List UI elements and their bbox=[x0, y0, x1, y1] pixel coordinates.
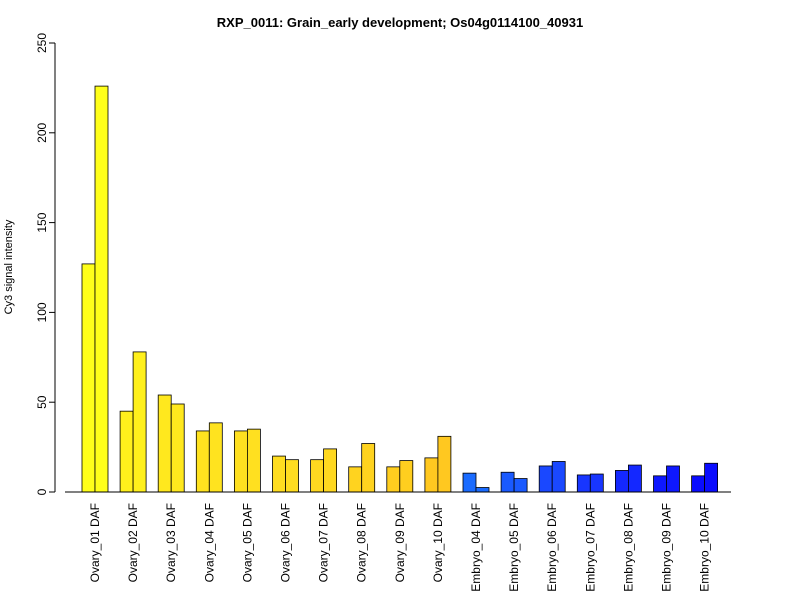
x-axis-labels: Ovary_01 DAF Ovary_02 DAF Ovary_03 DAF Ovar… bbox=[88, 503, 712, 592]
x-tick-label: Ovary_09 DAF bbox=[393, 503, 407, 582]
x-tick-label: Ovary_08 DAF bbox=[355, 503, 369, 582]
y-tick-label: 150 bbox=[35, 212, 49, 232]
bar bbox=[94, 85, 109, 493]
bar bbox=[462, 472, 477, 493]
x-tick-label: Ovary_04 DAF bbox=[202, 503, 216, 582]
bar bbox=[386, 466, 401, 493]
x-tick-label: Ovary_01 DAF bbox=[88, 503, 102, 582]
bar bbox=[666, 465, 680, 493]
bar bbox=[119, 410, 134, 493]
bar bbox=[348, 466, 363, 493]
bar bbox=[551, 461, 566, 493]
bar bbox=[691, 475, 705, 493]
y-tick-label: 50 bbox=[35, 395, 49, 409]
x-tick-label: Ovary_06 DAF bbox=[279, 503, 293, 582]
bar bbox=[589, 473, 604, 493]
y-tick-label: 200 bbox=[35, 122, 49, 142]
y-axis: 0 50 100 150 200 250 bbox=[35, 33, 56, 495]
bar bbox=[653, 475, 667, 493]
x-tick-label: Embryo_05 DAF bbox=[507, 503, 521, 592]
x-tick-label: Ovary_03 DAF bbox=[164, 503, 178, 582]
bar bbox=[81, 263, 96, 493]
y-axis-label: Cy3 signal intensity bbox=[3, 219, 15, 314]
x-tick-label: Embryo_08 DAF bbox=[621, 503, 635, 592]
bars-group bbox=[81, 85, 718, 493]
x-tick-label: Embryo_09 DAF bbox=[660, 503, 674, 592]
x-tick-label: Embryo_04 DAF bbox=[469, 503, 483, 592]
x-tick-label: Embryo_07 DAF bbox=[583, 503, 597, 592]
bar bbox=[704, 462, 718, 493]
bar bbox=[195, 430, 210, 493]
bar bbox=[500, 471, 515, 493]
bar bbox=[424, 457, 439, 493]
bar bbox=[170, 403, 185, 493]
bar bbox=[513, 478, 528, 493]
x-tick-label: Ovary_10 DAF bbox=[431, 503, 445, 582]
bar bbox=[272, 455, 286, 493]
bar bbox=[615, 470, 629, 493]
bar bbox=[157, 394, 172, 493]
bar bbox=[132, 351, 147, 493]
chart-title: RXP_0011: Grain_early development; Os04g… bbox=[217, 15, 583, 30]
bar bbox=[310, 459, 325, 493]
bar bbox=[399, 460, 414, 493]
y-tick-label: 250 bbox=[35, 33, 49, 53]
bar bbox=[208, 422, 223, 493]
y-tick-label: 0 bbox=[35, 488, 49, 495]
bar bbox=[475, 487, 490, 493]
x-tick-label: Ovary_02 DAF bbox=[126, 503, 140, 582]
bar bbox=[246, 428, 261, 493]
bar bbox=[628, 464, 642, 493]
bar bbox=[323, 448, 338, 493]
bar bbox=[233, 430, 248, 493]
x-tick-label: Embryo_06 DAF bbox=[545, 503, 559, 592]
bar bbox=[576, 474, 591, 493]
x-tick-label: Ovary_07 DAF bbox=[317, 503, 331, 582]
x-tick-label: Embryo_10 DAF bbox=[698, 503, 712, 592]
bar bbox=[285, 459, 299, 493]
bar bbox=[361, 443, 376, 493]
bar bbox=[538, 465, 553, 493]
bar bbox=[437, 435, 452, 493]
x-tick-label: Ovary_05 DAF bbox=[240, 503, 254, 582]
y-tick-label: 100 bbox=[35, 302, 49, 322]
